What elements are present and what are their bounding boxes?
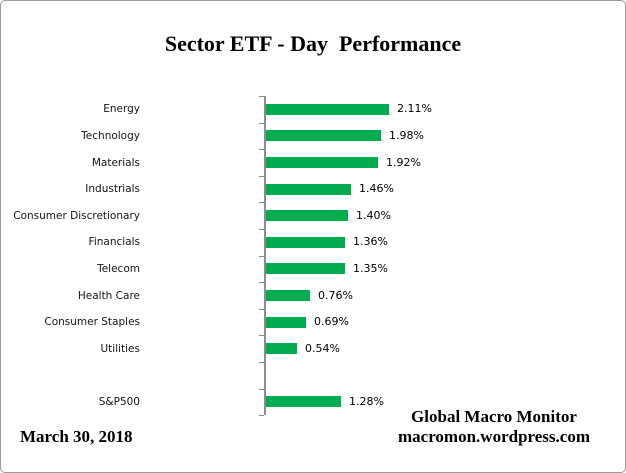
axis-tick	[259, 309, 264, 310]
axis-tick	[259, 176, 264, 177]
data-label: 1.46%	[359, 182, 394, 195]
category-label: Health Care	[77, 290, 140, 302]
source-attribution: Global Macro Monitor macromon.wordpress.…	[374, 407, 614, 447]
chart-title: Sector ETF - Day Performance	[164, 31, 462, 56]
category-axis-line	[264, 96, 266, 416]
data-label: 1.98%	[389, 129, 424, 142]
axis-tick	[259, 96, 264, 97]
category-label: Energy	[103, 103, 140, 115]
source-url: macromon.wordpress.com	[397, 427, 590, 446]
bar	[266, 184, 351, 195]
category-label: Financials	[88, 236, 140, 248]
axis-tick	[259, 415, 264, 416]
axis-tick	[259, 149, 264, 150]
data-label: 0.69%	[314, 315, 349, 328]
data-label: 1.92%	[386, 156, 421, 169]
axis-tick	[259, 256, 264, 257]
bar	[266, 104, 389, 115]
category-label: Technology	[81, 130, 140, 142]
category-label: Industrials	[85, 183, 140, 195]
source-name: Global Macro Monitor	[411, 407, 577, 426]
category-label: Consumer Discretionary	[13, 210, 140, 222]
chart-date: March 30, 2018	[20, 427, 133, 446]
data-label: 1.40%	[356, 209, 391, 222]
axis-tick	[259, 282, 264, 283]
bar	[266, 130, 381, 141]
bar	[266, 317, 306, 328]
axis-tick	[259, 229, 264, 230]
bar	[266, 343, 297, 354]
data-label: 0.76%	[318, 289, 353, 302]
axis-tick	[259, 202, 264, 203]
data-label: 1.36%	[353, 235, 388, 248]
data-label: 1.28%	[349, 395, 384, 408]
axis-tick	[259, 335, 264, 336]
data-label: 1.35%	[353, 262, 388, 275]
axis-tick	[259, 362, 264, 363]
bar	[266, 237, 345, 248]
bar	[266, 157, 378, 168]
data-label: 2.11%	[397, 102, 432, 115]
axis-tick	[259, 123, 264, 124]
bar	[266, 263, 345, 274]
category-label: Telecom	[97, 263, 140, 275]
category-label: Utilities	[100, 343, 140, 355]
category-label: Materials	[91, 157, 140, 169]
axis-tick	[259, 389, 264, 390]
bar	[266, 396, 341, 407]
bar	[266, 210, 348, 221]
category-label: Consumer Staples	[44, 316, 140, 328]
data-label: 0.54%	[305, 342, 340, 355]
category-label: S&P500	[98, 396, 140, 408]
bar	[266, 290, 310, 301]
